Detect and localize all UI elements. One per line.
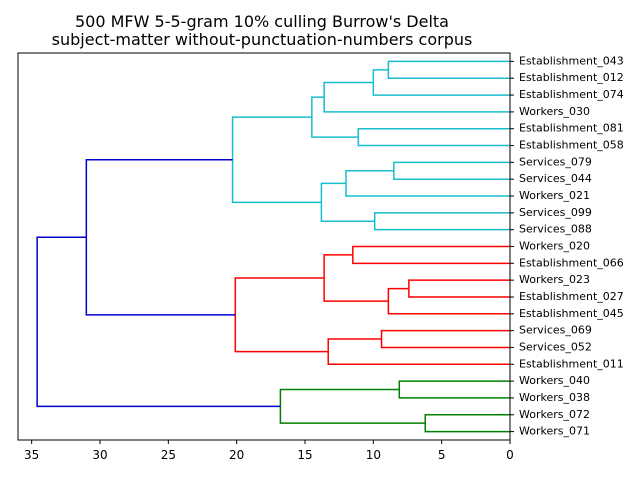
dendrogram-link-m5 bbox=[311, 96, 359, 138]
dendrogram-link-m7 bbox=[345, 170, 510, 197]
leaf-label: Workers_020 bbox=[519, 240, 590, 253]
dendrogram-link-m2 bbox=[372, 69, 510, 96]
leaf-label: Workers_030 bbox=[519, 105, 590, 118]
dendrogram-link-m13 bbox=[387, 287, 510, 315]
leaf-label: Services_079 bbox=[519, 155, 592, 168]
dendrogram-link-m3 bbox=[323, 81, 510, 113]
x-tick-label: 15 bbox=[297, 448, 312, 462]
leaf-label: Services_069 bbox=[519, 324, 592, 337]
x-tick-label: 0 bbox=[506, 448, 514, 462]
dendrogram-link-m12 bbox=[408, 279, 510, 298]
leaf-label: Establishment_027 bbox=[519, 290, 624, 303]
x-tick-label: 25 bbox=[161, 448, 176, 462]
leaf-label: Workers_071 bbox=[519, 425, 590, 438]
dendrogram-link-m15 bbox=[380, 329, 510, 349]
dendrogram-link-m4 bbox=[357, 127, 510, 147]
dendrogram-link-m21 bbox=[85, 158, 236, 316]
dendrogram-link-m9 bbox=[320, 182, 375, 223]
leaf-label: Services_052 bbox=[519, 340, 592, 353]
dendrogram-link-m19 bbox=[424, 414, 510, 433]
leaf-axis: Establishment_043 Establishment_012 Establ… bbox=[510, 54, 624, 438]
x-tick-label: 30 bbox=[92, 448, 107, 462]
x-tick-label: 35 bbox=[24, 448, 39, 462]
dendrogram-link-m1 bbox=[387, 60, 510, 79]
leaf-label: Establishment_058 bbox=[519, 139, 624, 152]
leaf-label: Establishment_043 bbox=[519, 54, 624, 67]
x-tick-label: 10 bbox=[366, 448, 381, 462]
dendrogram-links bbox=[36, 60, 510, 433]
x-tick-label: 20 bbox=[229, 448, 244, 462]
leaf-label: Establishment_012 bbox=[519, 71, 624, 84]
x-axis: 35 30 25 20 15 10 5 0 bbox=[24, 440, 514, 462]
dendrogram-link-m11 bbox=[352, 245, 510, 265]
leaf-label: Services_099 bbox=[519, 206, 592, 219]
leaf-label: Services_044 bbox=[519, 172, 592, 185]
leaf-label: Workers_021 bbox=[519, 189, 590, 202]
leaf-label: Workers_040 bbox=[519, 374, 590, 387]
leaf-label: Establishment_011 bbox=[519, 357, 624, 370]
leaf-label: Establishment_045 bbox=[519, 307, 624, 320]
dendrogram-link-m8 bbox=[373, 212, 510, 231]
leaf-label: Establishment_081 bbox=[519, 122, 624, 135]
leaf-label: Workers_038 bbox=[519, 391, 590, 404]
dendrogram-link-m14 bbox=[323, 254, 389, 302]
chart-subtitle: subject-matter without-punctuation-numbe… bbox=[52, 30, 473, 49]
leaf-label: Workers_072 bbox=[519, 408, 590, 421]
dendrogram-link-m17 bbox=[234, 277, 329, 353]
chart-title: 500 MFW 5-5-gram 10% culling Burrow's De… bbox=[75, 12, 449, 31]
leaf-label: Establishment_074 bbox=[519, 88, 624, 101]
dendrogram-link-m18 bbox=[398, 380, 510, 399]
dendrogram-link-m20 bbox=[279, 388, 426, 424]
leaf-label: Services_088 bbox=[519, 223, 592, 236]
dendrogram-link-m10 bbox=[231, 116, 322, 204]
leaf-label: Establishment_066 bbox=[519, 256, 624, 269]
leaf-label: Workers_023 bbox=[519, 273, 590, 286]
dendrogram-link-m6 bbox=[393, 161, 510, 180]
x-tick-label: 5 bbox=[438, 448, 446, 462]
dendrogram-link-m22 bbox=[36, 236, 281, 408]
dendrogram-link-m16 bbox=[327, 338, 510, 366]
